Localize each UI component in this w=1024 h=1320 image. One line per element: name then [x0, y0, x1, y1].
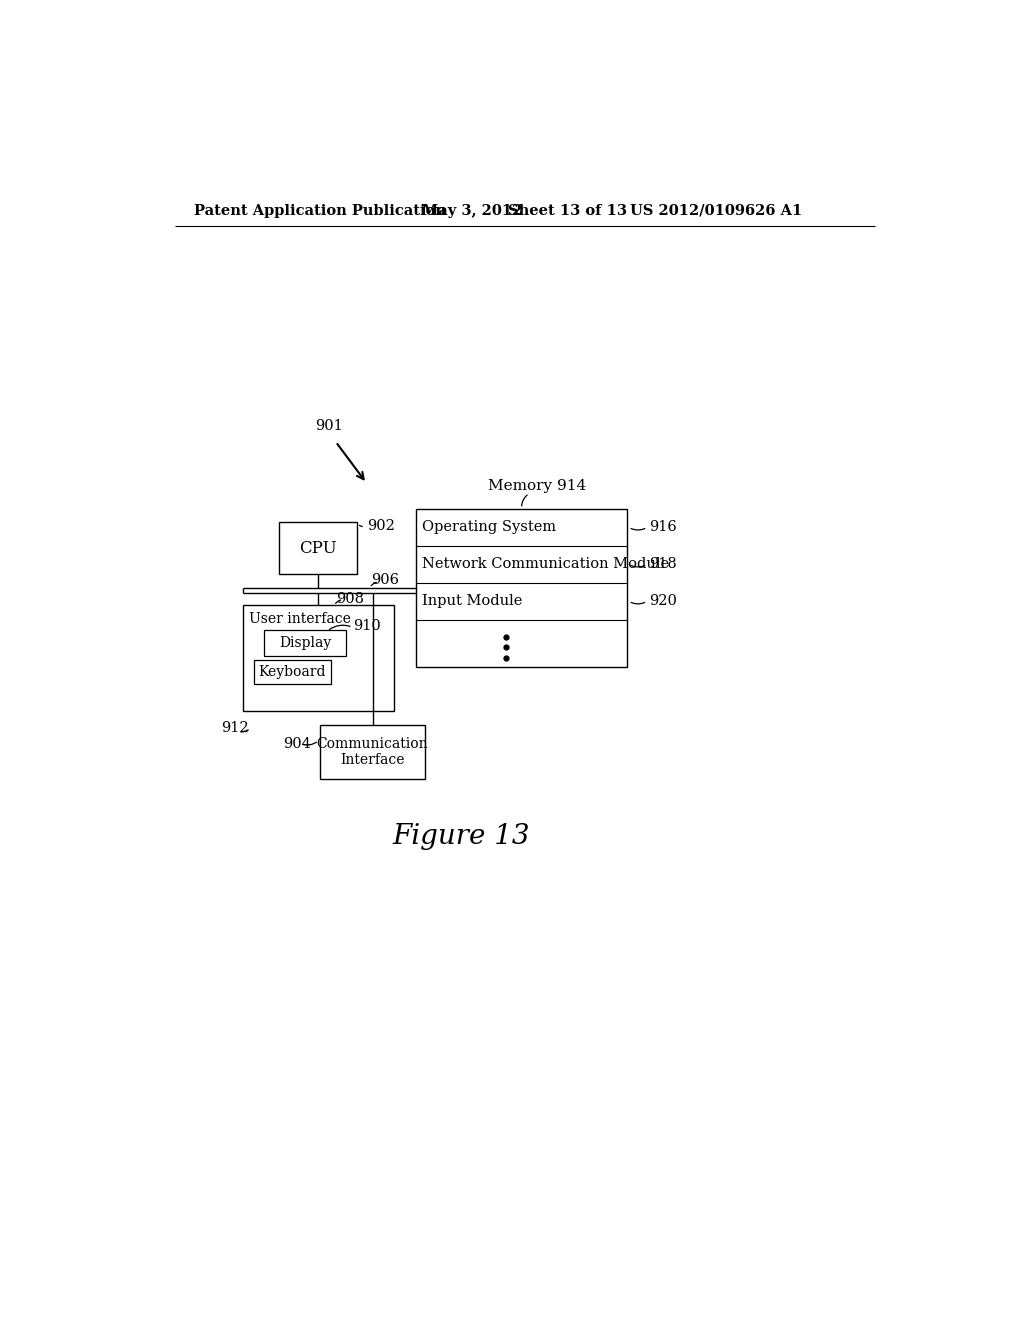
Text: Input Module: Input Module [423, 594, 523, 609]
Text: 910: 910 [352, 619, 381, 632]
Text: 906: 906 [372, 573, 399, 587]
Text: Memory 914: Memory 914 [488, 479, 587, 492]
Text: 918: 918 [649, 557, 677, 572]
Bar [321, 725, 425, 779]
Text: Display: Display [279, 636, 331, 649]
Text: Operating System: Operating System [423, 520, 557, 535]
Text: 904: 904 [283, 737, 311, 751]
Text: May 3, 2012: May 3, 2012 [423, 203, 523, 218]
Text: Keyboard: Keyboard [258, 665, 326, 678]
Text: Communication
Interface: Communication Interface [316, 737, 428, 767]
Text: 912: 912 [221, 721, 249, 735]
Text: 902: 902 [367, 520, 394, 533]
Text: User interface: User interface [249, 612, 351, 626]
Text: 901: 901 [315, 420, 343, 433]
Text: 920: 920 [649, 594, 677, 609]
Bar [417, 508, 627, 667]
Text: US 2012/0109626 A1: US 2012/0109626 A1 [630, 203, 803, 218]
Bar [254, 660, 331, 684]
Text: Sheet 13 of 13: Sheet 13 of 13 [508, 203, 627, 218]
Bar [280, 521, 356, 574]
Text: 916: 916 [649, 520, 677, 535]
Text: Patent Application Publication: Patent Application Publication [194, 203, 445, 218]
Bar [264, 630, 346, 656]
Bar [243, 605, 394, 711]
Text: Network Communication Module: Network Communication Module [423, 557, 670, 572]
Text: Figure 13: Figure 13 [392, 822, 530, 850]
Text: CPU: CPU [299, 540, 337, 557]
Text: 908: 908 [336, 591, 364, 606]
